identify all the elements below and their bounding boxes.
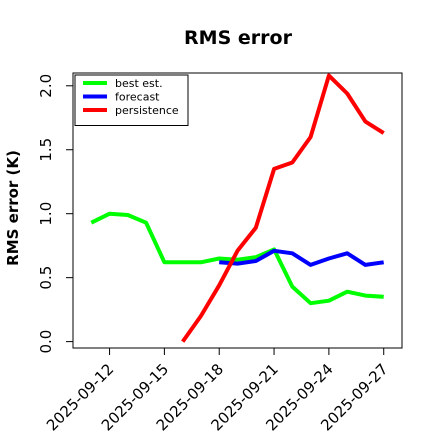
y-tick-label: 0.0 [37, 330, 55, 354]
y-tick-label: 2.0 [37, 74, 55, 98]
legend-label: forecast [115, 91, 160, 104]
series-line-forecast [219, 248, 384, 267]
series-line-best-est [90, 211, 384, 306]
chart-title: RMS error [184, 27, 293, 49]
legend-label: best est. [115, 77, 163, 90]
y-tick-label: 1.0 [37, 202, 55, 226]
legend-label: persistence [115, 104, 179, 117]
series-line-persistence [181, 73, 385, 343]
y-axis-label: RMS error (K) [4, 150, 22, 266]
plot-frame [72, 72, 403, 349]
y-tick-label: 1.5 [37, 138, 55, 162]
y-tick-label: 0.5 [37, 266, 55, 290]
series-layer [90, 73, 385, 343]
